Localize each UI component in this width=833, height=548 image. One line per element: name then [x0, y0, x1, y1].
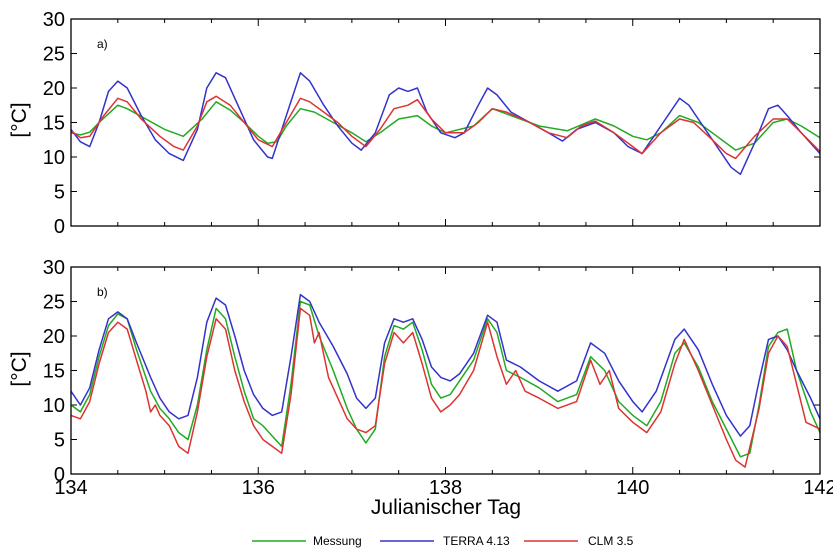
legend-item-messung: Messung — [252, 534, 362, 548]
panel-b-x-tick-label: 140 — [616, 477, 649, 499]
panel-a-lines — [70, 72, 821, 176]
panel-a-y-tick-label: 10 — [43, 147, 65, 169]
panel-b-label: b) — [97, 285, 108, 299]
panel-b-y-tick-label: 20 — [43, 326, 65, 348]
panel-b-y-tick-label: 25 — [43, 292, 65, 314]
x-axis-title: Julianischer Tag — [371, 496, 521, 519]
panel-b-x-ticks: 134 136 138 140 142 — [54, 267, 833, 499]
panel-b-y-tick-label: 10 — [43, 395, 65, 417]
panel-a-series-terra-4-13 — [70, 72, 821, 176]
panel-b-x-tick-label: 138 — [429, 477, 462, 499]
panel-b-lines — [70, 293, 821, 468]
panel-b-y-ticks: 0 5 10 15 20 25 30 — [43, 257, 820, 486]
panel-b-y-tick-label: 5 — [54, 430, 65, 452]
legend-label-terra: TERRA 4.13 — [443, 534, 510, 548]
legend-item-terra: TERRA 4.13 — [380, 534, 510, 548]
legend: Messung TERRA 4.13 CLM 3.5 — [252, 534, 634, 548]
legend-item-clm: CLM 3.5 — [524, 534, 634, 548]
panel-a-x-ticks — [70, 19, 821, 226]
panel-a-frame — [70, 18, 821, 227]
legend-label-clm: CLM 3.5 — [588, 534, 634, 548]
panel-a-series-clm-3-5 — [70, 95, 821, 160]
panel-a-y-tick-label: 30 — [43, 9, 65, 31]
legend-label-messung: Messung — [313, 534, 362, 548]
panel-a-y-tick-label: 5 — [54, 182, 65, 204]
panel-b-y-tick-label: 0 — [54, 464, 65, 486]
panel-a-y-ticks: 0 5 10 15 20 25 30 — [43, 9, 820, 238]
panel-a-y-tick-label: 20 — [43, 78, 65, 100]
panel-b-y-tick-label: 15 — [43, 361, 65, 383]
panel-a: a) [°C] 0 5 10 15 20 25 30 — [8, 9, 821, 238]
panel-a-label: a) — [97, 37, 108, 51]
panel-a-y-tick-label: 0 — [54, 216, 65, 238]
panel-a-y-tick-label: 25 — [43, 44, 65, 66]
panel-b-x-tick-label: 136 — [242, 477, 275, 499]
panel-a-y-tick-label: 15 — [43, 113, 65, 135]
panel-b-frame — [70, 266, 821, 475]
panel-b-y-axis-title: [°C] — [8, 351, 31, 386]
panel-b-y-tick-label: 30 — [43, 257, 65, 279]
panel-b-x-tick-label: 134 — [54, 477, 87, 499]
panel-b-x-tick-label: 142 — [803, 477, 833, 499]
panel-b-series-terra-4-13 — [70, 293, 821, 437]
panel-a-y-axis-title: [°C] — [8, 102, 31, 137]
panel-b-series-clm-3-5 — [70, 307, 821, 468]
panel-a-series-messung — [70, 101, 821, 151]
panel-b: b) [°C] 0 5 10 15 20 25 30 134 136 138 140 142 Jul… — [8, 257, 833, 519]
